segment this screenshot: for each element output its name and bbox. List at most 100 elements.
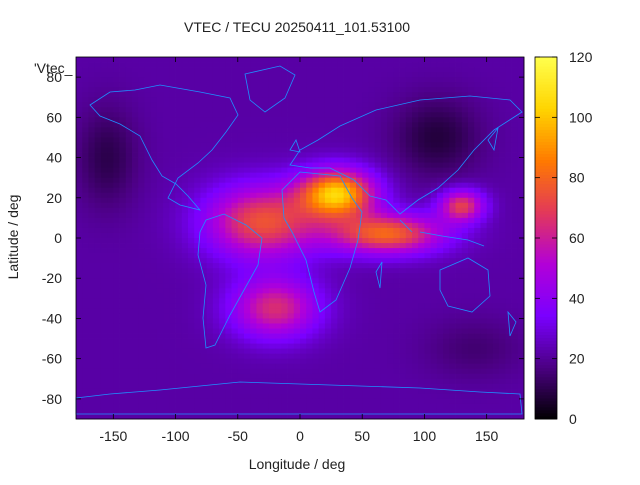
heatmap-cell (399, 288, 407, 294)
heatmap-cell (468, 67, 475, 73)
heatmap-cell (281, 162, 288, 169)
heatmap-cell (387, 102, 394, 108)
heatmap-cell (163, 243, 170, 249)
heatmap-cell (312, 172, 320, 179)
heatmap-cell (281, 177, 288, 184)
heatmap-cell (194, 403, 201, 410)
heatmap-cell (474, 192, 481, 199)
heatmap-cell (144, 117, 152, 123)
heatmap-cell (188, 202, 195, 209)
heatmap-cell (380, 238, 388, 244)
heatmap-cell (219, 172, 226, 179)
heatmap-cell (262, 393, 270, 400)
heatmap-cell (492, 358, 500, 365)
heatmap-cell (505, 192, 512, 199)
heatmap-cell (125, 283, 133, 289)
heatmap-cell (368, 363, 376, 370)
heatmap-cell (380, 67, 388, 73)
heatmap-cell (138, 263, 145, 269)
heatmap-cell (256, 157, 264, 163)
heatmap-cell (368, 72, 376, 78)
heatmap-cell (399, 82, 407, 88)
heatmap-cell (362, 298, 369, 304)
heatmap-cell (262, 162, 270, 169)
heatmap-cell (511, 132, 519, 138)
heatmap-cell (306, 112, 313, 118)
heatmap-cell (368, 373, 376, 380)
heatmap-cell (76, 338, 83, 344)
heatmap-cell (412, 328, 419, 334)
heatmap-cell (349, 212, 357, 219)
heatmap-cell (156, 333, 164, 339)
heatmap-cell (412, 253, 419, 259)
heatmap-cell (107, 177, 114, 184)
heatmap-cell (138, 348, 145, 355)
heatmap-cell (281, 202, 288, 209)
heatmap-cell (88, 62, 96, 68)
heatmap-cell (293, 248, 301, 254)
heatmap-cell (188, 227, 195, 234)
heatmap-cell (225, 87, 232, 93)
heatmap-cell (256, 162, 264, 169)
heatmap-cell (430, 82, 438, 88)
heatmap-cell (343, 333, 351, 339)
heatmap-cell (486, 167, 494, 174)
heatmap-cell (430, 238, 438, 244)
heatmap-cell (76, 182, 83, 189)
heatmap-cell (461, 142, 469, 148)
heatmap-cell (219, 142, 226, 148)
heatmap-cell (300, 152, 307, 158)
heatmap-cell (356, 217, 363, 224)
heatmap-cell (399, 398, 407, 405)
heatmap-cell (449, 152, 456, 158)
heatmap-cell (324, 268, 332, 274)
heatmap-cell (393, 348, 400, 355)
heatmap-cell (356, 263, 363, 269)
heatmap-cell (455, 97, 463, 103)
heatmap-cell (262, 222, 270, 229)
heatmap-cell (517, 343, 525, 350)
heatmap-cell (262, 388, 270, 395)
heatmap-cell (486, 147, 494, 153)
heatmap-cell (418, 137, 425, 143)
heatmap-cell (436, 87, 444, 93)
heatmap-cell (337, 343, 344, 350)
heatmap-cell (368, 147, 376, 153)
heatmap-cell (349, 378, 357, 385)
heatmap-cell (287, 117, 295, 123)
heatmap-cell (163, 207, 170, 214)
heatmap-cell (119, 338, 127, 344)
heatmap-cell (88, 328, 96, 334)
heatmap-cell (461, 248, 469, 254)
heatmap-cell (107, 102, 114, 108)
heatmap-cell (343, 67, 351, 73)
heatmap-cell (76, 207, 83, 214)
heatmap-cell (206, 303, 214, 309)
heatmap-cell (505, 383, 512, 390)
heatmap-cell (449, 77, 456, 83)
heatmap-cell (405, 343, 413, 350)
heatmap-cell (468, 232, 475, 239)
heatmap-cell (163, 57, 170, 63)
heatmap-cell (412, 398, 419, 405)
heatmap-cell (511, 147, 519, 153)
heatmap-cell (461, 177, 469, 184)
heatmap-cell (380, 207, 388, 214)
heatmap-cell (132, 202, 139, 209)
heatmap-cell (380, 323, 388, 329)
heatmap-cell (349, 283, 357, 289)
heatmap-cell (480, 348, 488, 355)
heatmap-cell (405, 358, 413, 365)
heatmap-cell (511, 353, 519, 360)
heatmap-cell (206, 232, 214, 239)
heatmap-cell (262, 62, 270, 68)
heatmap-cell (212, 403, 220, 410)
heatmap-cell (356, 172, 363, 179)
heatmap-cell (499, 142, 506, 148)
heatmap-cell (206, 152, 214, 158)
heatmap-cell (175, 338, 183, 344)
heatmap-cell (343, 112, 351, 118)
heatmap-cell (94, 82, 102, 88)
heatmap-cell (156, 403, 164, 410)
heatmap-cell (324, 373, 332, 380)
